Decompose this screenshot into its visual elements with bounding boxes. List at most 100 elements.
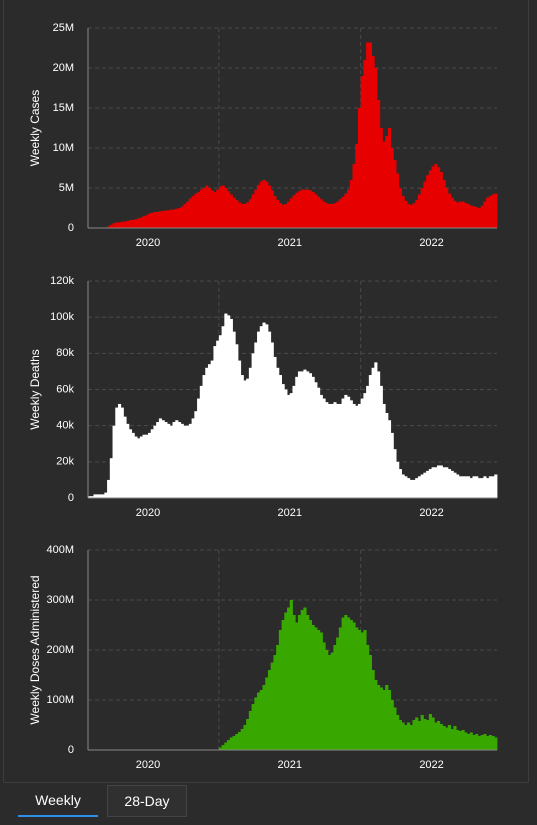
bar [371, 56, 375, 228]
bar [137, 218, 141, 228]
bar [420, 188, 424, 228]
bar [224, 742, 228, 750]
bar [404, 200, 408, 228]
bar [393, 449, 397, 498]
y-tick-label: 25M [53, 22, 74, 34]
y-tick-label: 15M [53, 102, 74, 114]
x-tick-label: 2020 [136, 237, 160, 249]
bar [172, 422, 176, 498]
bar [347, 396, 351, 498]
bar [101, 494, 105, 498]
bar [295, 192, 299, 228]
bar [123, 221, 127, 228]
bar [202, 375, 206, 498]
bar [349, 180, 353, 228]
bar [104, 492, 108, 498]
bar [322, 201, 326, 228]
bar [330, 652, 334, 750]
bar [158, 211, 163, 228]
bar [393, 160, 397, 228]
bar [202, 188, 206, 228]
bar [477, 736, 482, 750]
bar [276, 645, 280, 750]
bar [303, 607, 307, 750]
bar [379, 128, 383, 228]
bar [232, 331, 236, 498]
bar [267, 670, 272, 750]
y-tick-label: 20k [56, 456, 74, 468]
bar [257, 692, 261, 750]
bar [191, 418, 195, 498]
bar [464, 476, 468, 498]
bar [461, 201, 465, 228]
bar [112, 425, 116, 498]
bar [453, 472, 457, 498]
bar [317, 196, 321, 228]
bar [398, 188, 402, 228]
y-tick-label: 40k [56, 420, 74, 432]
bar [371, 670, 375, 750]
bar [374, 680, 378, 750]
bar [355, 627, 359, 750]
bar [254, 697, 258, 750]
bar [491, 736, 495, 750]
bar [461, 730, 465, 750]
bar [445, 727, 449, 750]
bar [344, 193, 348, 228]
bar [115, 222, 119, 228]
bar [177, 422, 182, 498]
bar [128, 429, 133, 498]
x-tick-label: 2021 [278, 507, 302, 519]
bar [90, 496, 94, 498]
bar [390, 432, 394, 498]
bar [169, 209, 173, 228]
bar [336, 637, 340, 750]
bar [341, 617, 345, 750]
bar [295, 376, 299, 498]
bar [311, 192, 315, 228]
bar [458, 731, 462, 750]
bar [156, 212, 160, 228]
bar [472, 735, 476, 750]
bar [423, 181, 427, 228]
bar [254, 189, 258, 228]
bar [420, 715, 424, 750]
bar [126, 220, 130, 228]
bar [273, 655, 277, 750]
bar [218, 186, 223, 228]
bar [415, 200, 419, 228]
bar [308, 620, 312, 750]
bar [262, 685, 266, 750]
bar [442, 467, 446, 498]
bar [153, 425, 157, 498]
bar [314, 627, 318, 750]
y-axis-title: Weekly Doses Administered [28, 575, 42, 724]
bar [456, 474, 460, 498]
bar [488, 735, 492, 750]
bar [117, 222, 122, 228]
bar [251, 704, 255, 750]
bar [317, 630, 321, 750]
bar [390, 700, 394, 750]
bar [360, 398, 364, 498]
bar [278, 375, 282, 498]
bar [407, 478, 411, 498]
bar [360, 632, 364, 750]
bar [112, 223, 116, 228]
bar [284, 612, 288, 750]
bar [458, 476, 462, 498]
bar [156, 422, 160, 498]
tab-28-day[interactable]: 28-Day [107, 785, 187, 817]
bar [107, 226, 111, 228]
bar [363, 630, 367, 750]
bar [259, 326, 263, 498]
bar [366, 42, 370, 229]
bar [382, 141, 386, 228]
tab-weekly[interactable]: Weekly [18, 785, 98, 817]
bar [270, 662, 274, 750]
bar [142, 434, 146, 498]
bar [442, 180, 446, 228]
bar [153, 212, 157, 228]
bar [453, 726, 457, 750]
